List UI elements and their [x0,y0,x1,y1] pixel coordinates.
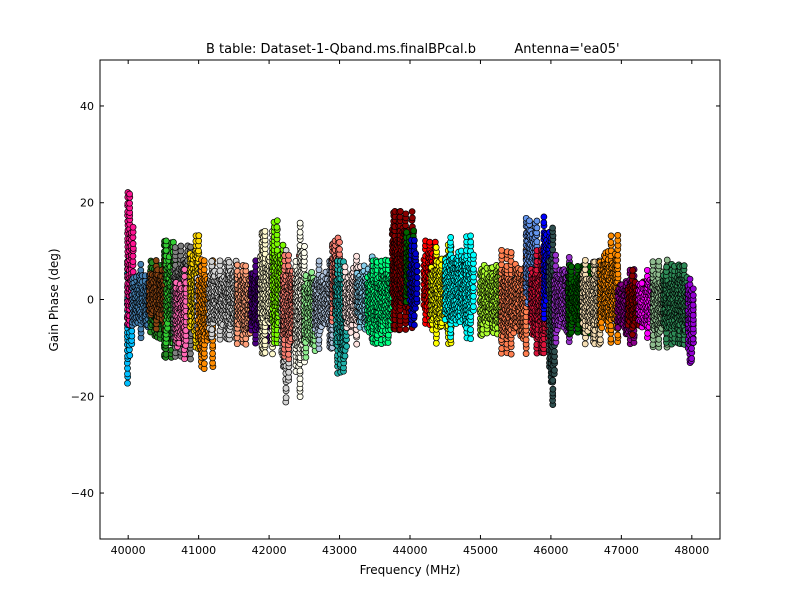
data-point [285,350,292,358]
data-point [225,258,233,266]
data-point [285,251,292,259]
data-point [233,261,241,269]
data-point [195,247,202,255]
data-point [181,266,188,273]
data-point [300,249,308,257]
data-point [273,217,281,225]
data-point [216,267,224,275]
data-point [426,238,434,246]
data-point [126,199,133,207]
data-point [273,223,281,231]
data-point [412,250,420,258]
data-point [315,336,323,344]
data-point [301,243,308,250]
data-point [411,321,418,329]
data-point [296,228,304,236]
data-point [209,350,216,357]
data-point [432,339,440,347]
data-point [347,328,355,336]
data-point [308,268,316,276]
data-point [296,393,304,400]
data-points [123,189,697,408]
data-point [124,370,131,378]
data-point [200,257,208,265]
data-point [137,260,145,268]
data-point [282,384,290,392]
data-point [341,263,349,271]
data-point [242,340,250,348]
data-point [353,252,360,260]
data-point [353,340,361,348]
data-point [341,352,349,360]
data-point [162,237,170,245]
data-point [302,344,310,352]
data-point [126,352,134,359]
data-point [187,243,194,251]
data-point [413,279,421,287]
data-point [296,219,304,227]
data-point [432,244,440,251]
data-point [129,240,137,247]
data-point [413,262,421,269]
data-point [410,242,418,250]
data-point [402,326,410,333]
data-point [242,262,250,270]
data-point [187,350,194,357]
data-point [152,257,160,264]
data-point [279,241,287,249]
data-point [402,210,410,218]
data-point [282,394,290,402]
data-point [408,208,416,215]
data-point [353,331,360,339]
data-point [411,237,418,244]
data-point [409,214,416,222]
data-point [315,257,323,265]
data-point [285,262,292,270]
data-point [413,268,421,275]
data-point [261,337,269,345]
data-point [200,266,208,273]
data-point [285,368,293,376]
data-point [208,326,216,333]
data-point [296,367,304,375]
data-point [177,242,185,250]
data-point [216,257,224,265]
data-point [410,227,418,235]
data-point [296,375,304,383]
data-point [261,227,269,235]
data-point [200,360,208,367]
data-point [128,327,136,335]
data-point [261,349,269,356]
data-point [124,379,131,387]
data-point [129,223,137,231]
data-point [233,340,241,348]
data-point [336,238,343,246]
data-point [269,350,276,358]
data-point [413,274,421,281]
data-point [396,213,404,221]
data-point [343,342,350,350]
data-point [208,258,216,265]
data-point [126,190,133,198]
data-point [195,232,203,239]
data-point [181,273,188,280]
data-point [171,244,179,251]
data-point [336,245,343,253]
data-point [410,312,418,320]
